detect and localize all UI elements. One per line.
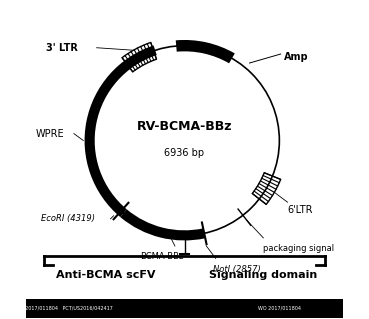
Text: WO 2017/011804: WO 2017/011804 (258, 306, 301, 311)
Wedge shape (176, 40, 235, 63)
Text: RV-BCMA-BBz: RV-BCMA-BBz (137, 120, 232, 133)
Polygon shape (169, 45, 184, 47)
Text: Signaling domain: Signaling domain (210, 270, 318, 280)
Text: WO 2017/011804   PCT/US2016/042417: WO 2017/011804 PCT/US2016/042417 (15, 306, 113, 311)
Text: Amp: Amp (284, 52, 308, 62)
Wedge shape (120, 209, 205, 241)
Wedge shape (85, 46, 157, 217)
Polygon shape (198, 232, 211, 235)
Polygon shape (149, 48, 162, 52)
Text: 3' LTR: 3' LTR (46, 43, 77, 53)
Text: WPRE: WPRE (36, 129, 65, 139)
Text: 6936 bp: 6936 bp (165, 148, 204, 158)
Text: EcoRI (4319): EcoRI (4319) (41, 214, 95, 223)
Text: 6'LTR: 6'LTR (287, 205, 313, 215)
Polygon shape (123, 62, 131, 68)
Text: BCMA-BBz: BCMA-BBz (141, 252, 184, 261)
Text: NotI (2857): NotI (2857) (213, 265, 260, 274)
Text: Anti-BCMA scFV: Anti-BCMA scFV (56, 270, 155, 280)
Text: packaging signal: packaging signal (263, 244, 334, 253)
Bar (27, 299, 342, 318)
